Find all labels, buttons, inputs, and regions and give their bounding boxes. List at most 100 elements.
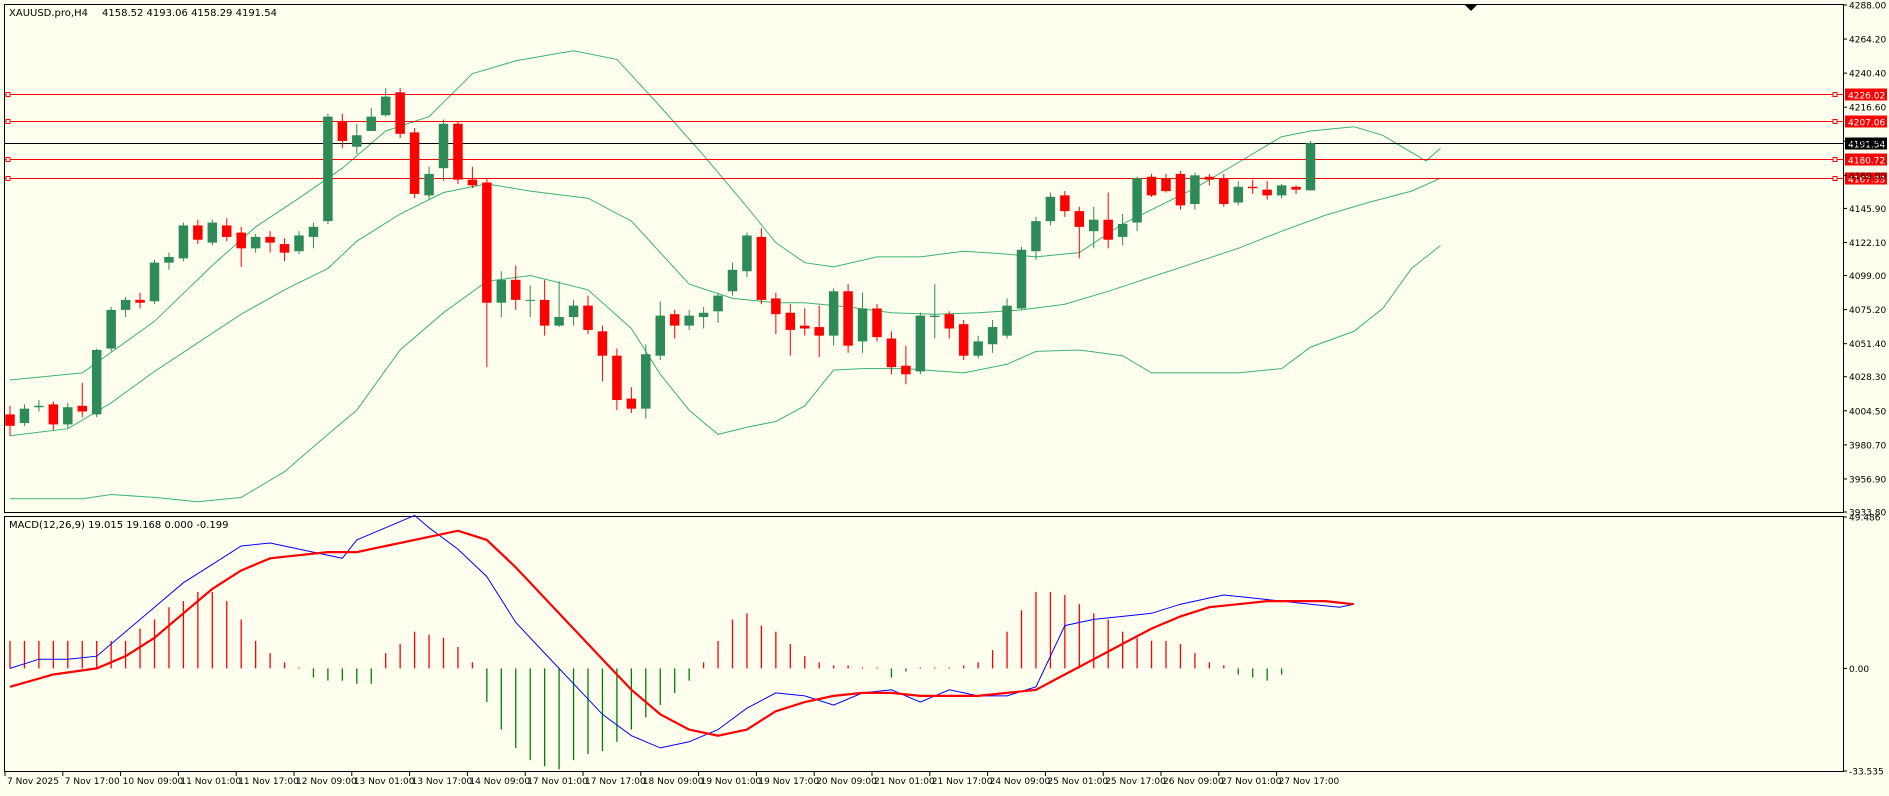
candle-bear [265,236,275,243]
time-tick-label: 13 Nov 17:00 [412,777,473,787]
candle-bear [337,120,348,141]
candle-bull [1031,221,1041,252]
candle-bull [250,236,261,249]
candle-bull [120,299,131,310]
candle-bull [380,96,391,116]
level-price-tag [1845,88,1887,101]
candle-bull [915,315,926,372]
candle-bull [1045,196,1056,222]
candle-bull [828,291,839,336]
macd-plot-border [4,516,1844,772]
candle-bull [294,235,304,252]
macd-tick-label: -33.535 [1849,768,1884,778]
candle-bull [1089,219,1099,232]
time-tick-label: 7 Nov 2025 [7,777,59,787]
candle-bear [453,123,463,180]
macd-indicator [9,514,1354,770]
price-tick-label: 4028.30 [1849,373,1886,383]
candle-bear [135,299,145,303]
candle-bear [1219,178,1229,204]
price-tick-label: 3933.80 [1849,509,1886,519]
candle-bear [395,92,405,134]
time-tick-label: 7 Nov 17:00 [65,777,120,787]
price-tick-label: 4216.60 [1849,104,1886,114]
time-tick-label: 18 Nov 09:00 [643,777,704,787]
price-tick-label: 4004.50 [1849,407,1886,417]
candle-bear [1146,176,1157,196]
candle-bull [655,315,665,356]
candle-bull [366,116,376,131]
price-tick-label: 4288.00 [1849,2,1886,12]
macd-tick-label: 0.00 [1849,665,1869,675]
bollinger-bands [9,50,1441,503]
candle-bull [1190,175,1200,204]
candle-bear [279,244,290,253]
level-anchor-left [5,157,11,162]
candle-bull [34,405,44,408]
shift-marker-icon[interactable] [1465,5,1477,11]
time-tick-label: 19 Nov 01:00 [701,777,762,787]
candle-bear [886,338,897,368]
candle-bull [106,309,116,349]
candle-bull [19,408,30,423]
time-tick-label: 21 Nov 17:00 [932,777,993,787]
time-tick-label: 11 Nov 17:00 [238,777,299,787]
candle-bear [597,331,608,356]
candle-bear [901,365,911,375]
candle-bull [525,299,535,301]
macd-tick-label: 49.486 [1849,514,1881,524]
candle-bull [1016,249,1027,309]
candle-bear [409,132,420,194]
level-price-tag [1845,137,1887,150]
candle-bull [207,222,218,243]
candle-bear [612,355,622,401]
time-tick-label: 21 Nov 01:00 [874,777,935,787]
candle-bull [857,308,868,342]
candle-bull [1132,178,1142,223]
candle-bear [1247,186,1258,189]
candle-bull [684,315,694,326]
candle-bear [511,279,521,300]
candle-bull [164,256,174,263]
candle-bull [323,116,333,222]
candle-bear [482,182,492,303]
level-price-label: 4226.02 [1848,92,1885,102]
level-anchor-right [1832,176,1838,181]
level-anchor-right [1832,92,1838,97]
candle-bull [1276,185,1287,196]
price-tick-label: 4099.00 [1849,272,1886,282]
main-chart-frame [4,4,1844,513]
candle-bull [178,225,189,259]
candle-bear [626,398,637,409]
time-tick-label: 13 Nov 01:00 [354,777,415,787]
candle-bear [814,327,824,336]
candle-bear [1060,195,1070,212]
main-plot-border [4,4,1844,513]
candle-bull [930,315,940,318]
symbol-label: XAUUSD.pro,H4 [9,8,88,19]
candle-bull [149,262,160,302]
candle-bull [568,305,579,318]
level-anchor-left [5,176,11,181]
candle-bull [1305,143,1316,191]
candle-bull [496,279,507,303]
time-tick-label: 25 Nov 17:00 [1105,777,1166,787]
candle-bear [944,314,954,329]
candle-bear [539,299,550,326]
candle-bull [987,327,998,345]
price-tick-label: 4122.10 [1849,239,1886,249]
level-price-tag [1845,115,1887,128]
candle-bear [193,225,203,240]
candle-bull [352,135,362,147]
candle-bull [713,295,723,312]
price-tick-label: 4145.90 [1849,205,1886,215]
candle-bear [5,414,15,426]
price-tick-label: 4264.20 [1849,36,1886,46]
level-anchor-left [5,92,11,97]
price-tick-label: 4240.40 [1849,70,1886,80]
candle-bear [1175,173,1186,206]
price-tick-label: 4192.80 [1849,138,1886,148]
candle-bear [872,308,882,338]
candle-bull [973,341,983,356]
